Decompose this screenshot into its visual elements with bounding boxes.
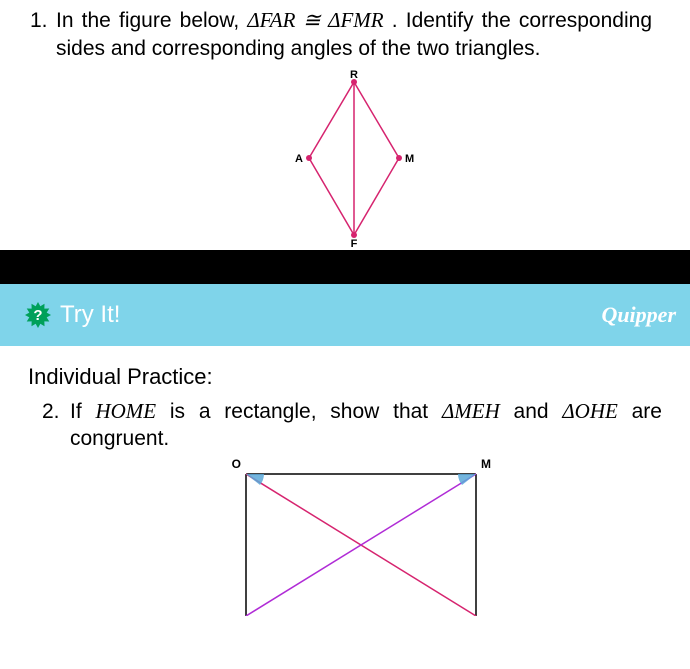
figure-1-svg: R A M F: [254, 70, 454, 250]
question-1: 1.In the figure below, ΔFAR ≅ ΔFMR . Ide…: [0, 0, 690, 250]
svg-text:?: ?: [33, 307, 42, 324]
q2-pre: If: [70, 400, 95, 423]
figure-2-wrap: OM: [70, 456, 662, 616]
q2-meh: ΔMEH: [442, 399, 500, 423]
svg-text:M: M: [481, 457, 491, 471]
question-2: 2.If HOME is a rectangle, show that ΔMEH…: [0, 398, 690, 617]
q2-ohe: ΔOHE: [562, 399, 617, 423]
individual-practice-heading: Individual Practice:: [0, 346, 690, 398]
q2-home: HOME: [95, 399, 156, 423]
svg-text:M: M: [405, 153, 414, 165]
tryit-bar: ? Try It! Quipper: [0, 284, 690, 346]
question-badge-icon: ?: [24, 301, 52, 329]
tryit-label: Try It!: [60, 301, 120, 329]
svg-text:O: O: [232, 457, 241, 471]
q1-math: ΔFAR ≅ ΔFMR: [247, 8, 383, 32]
quipper-brand: Quipper: [601, 302, 676, 328]
svg-text:F: F: [351, 238, 358, 250]
q1-pre: In the figure below,: [56, 9, 247, 32]
figure-2-svg: OM: [216, 456, 516, 616]
tryit-left: ? Try It!: [24, 301, 120, 329]
black-divider-bar: [0, 250, 690, 284]
question-2-number: 2.: [42, 398, 70, 425]
q2-and: and: [500, 400, 563, 423]
svg-text:R: R: [350, 70, 358, 81]
svg-text:A: A: [295, 153, 303, 165]
figure-1-wrap: R A M F: [56, 70, 652, 250]
question-1-text: 1.In the figure below, ΔFAR ≅ ΔFMR . Ide…: [56, 6, 652, 64]
question-1-number: 1.: [30, 7, 56, 35]
q2-mid: is a rectangle, show that: [156, 400, 442, 423]
question-2-text: 2.If HOME is a rectangle, show that ΔMEH…: [70, 398, 662, 453]
